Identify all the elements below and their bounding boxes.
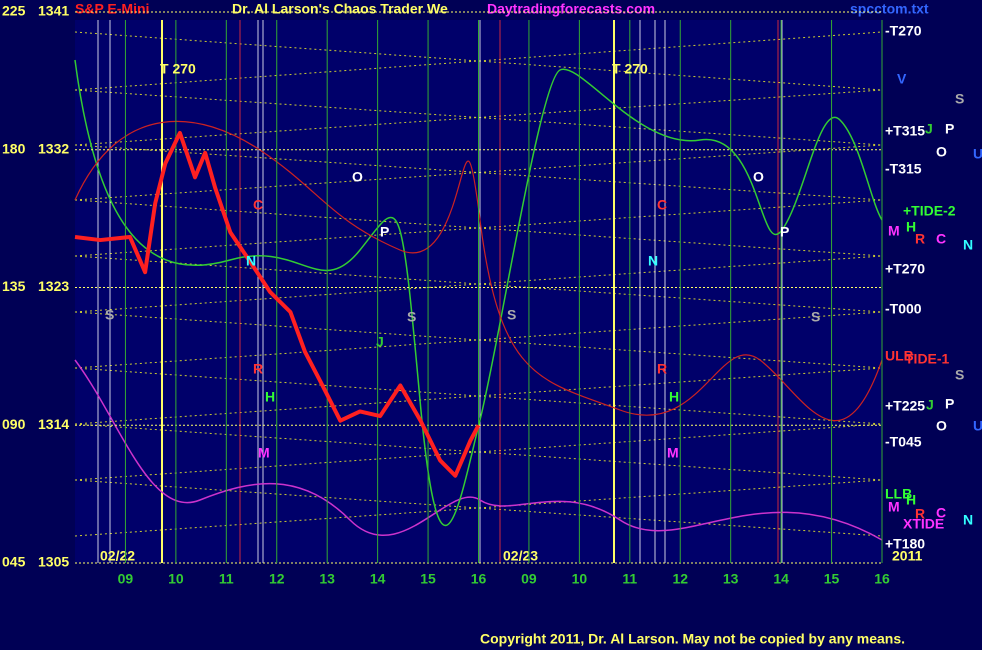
planet-marker: N <box>963 237 973 253</box>
site: Daytradingforecasts.com <box>487 1 655 17</box>
level-label: -T270 <box>885 23 922 39</box>
planet-marker: P <box>945 121 954 137</box>
plot-label: C <box>657 197 667 213</box>
plot-label: C <box>253 197 263 213</box>
plot-label: S <box>811 309 820 325</box>
planet-marker: H <box>906 492 916 508</box>
x-tick-label: 10 <box>168 571 184 587</box>
x-tick-label: 16 <box>874 571 890 587</box>
plot-label: P <box>780 224 789 240</box>
y-angle-label: 180 <box>2 140 26 156</box>
level-label: -T045 <box>885 434 922 450</box>
plot-label: R <box>657 361 667 377</box>
y-angle-label: 045 <box>2 554 26 570</box>
plot-label: H <box>669 389 679 405</box>
x-tick-label: 11 <box>219 571 234 587</box>
plot-label: N <box>648 253 658 269</box>
level-label: -T000 <box>885 301 922 317</box>
x-tick-label: 09 <box>521 571 537 587</box>
y-tick-label: 1305 <box>38 554 69 570</box>
plot-label: N <box>246 253 256 269</box>
x-tick-label: 10 <box>572 571 588 587</box>
plot-label: M <box>667 445 679 461</box>
x-tick-label: 13 <box>319 571 335 587</box>
y-tick-label: 1332 <box>38 140 69 156</box>
level-label: +TIDE-2 <box>903 203 956 219</box>
planet-marker: M <box>888 499 900 515</box>
header: Dr. Al Larson's Chaos Trader We <box>232 1 448 17</box>
copyright: Copyright 2011, Dr. Al Larson. May not b… <box>480 631 905 647</box>
x-tick-label: 09 <box>118 571 134 587</box>
planet-marker: U <box>973 146 982 162</box>
planet-marker: S <box>955 91 964 107</box>
x-tick-label: 11 <box>622 571 637 587</box>
planet-marker: R <box>915 231 925 247</box>
plot-label: O <box>753 169 764 185</box>
x-tick-label: 15 <box>824 571 840 587</box>
y-angle-label: 090 <box>2 416 26 432</box>
year-label: 2011 <box>892 548 923 564</box>
planet-marker: H <box>906 219 916 235</box>
level-label: -T315 <box>885 161 922 177</box>
plot-label: H <box>265 389 275 405</box>
planet-marker: C <box>936 231 946 247</box>
y-tick-label: 1341 <box>38 3 69 19</box>
level-label: LLB <box>885 486 912 502</box>
plot-label: S <box>507 307 516 323</box>
level-label: +T270 <box>885 261 925 277</box>
file-name: spcctom.txt <box>850 1 929 17</box>
planet-marker: S <box>955 367 964 383</box>
forecast-line <box>74 59 883 527</box>
planet-marker: C <box>936 505 946 521</box>
x-tick-label: 14 <box>773 571 789 587</box>
plot-label: P <box>380 224 389 240</box>
level-label: XTIDE <box>903 516 944 532</box>
plot-label: R <box>253 361 263 377</box>
planet-marker: J <box>926 397 934 413</box>
planet-marker: N <box>963 512 973 528</box>
plot-label: S <box>407 309 416 325</box>
planet-marker: V <box>897 71 907 87</box>
chart-title: S&P E-Mini <box>75 1 149 17</box>
decorations <box>74 20 883 563</box>
planet-marker: M <box>888 223 900 239</box>
y-angle-label: 225 <box>2 3 26 19</box>
x-tick-label: 14 <box>370 571 386 587</box>
level-label: +T225 <box>885 398 925 414</box>
level-label: ULB <box>885 348 914 364</box>
planet-marker: U <box>973 418 982 434</box>
y-angle-label: 135 <box>2 278 26 294</box>
planet-marker: O <box>936 418 947 434</box>
level-label: +T315 <box>885 123 925 139</box>
planet-marker: J <box>925 121 933 137</box>
plot-label: T 270 <box>612 61 648 77</box>
cycle-line <box>74 359 883 541</box>
plot-label: J <box>376 334 384 350</box>
level-label: +T180 <box>885 536 925 552</box>
plot-label: T 270 <box>160 61 196 77</box>
y-tick-label: 1323 <box>38 278 69 294</box>
date-label: 02/22 <box>100 548 135 564</box>
price-line <box>74 130 481 478</box>
x-tick-label: 15 <box>420 571 436 587</box>
x-tick-label: 12 <box>672 571 688 587</box>
planet-marker: O <box>936 144 947 160</box>
plot-label: M <box>258 445 270 461</box>
level-label: TIDE-1 <box>905 351 950 367</box>
plot-label: O <box>352 169 363 185</box>
planet-marker: R <box>915 506 925 522</box>
plot-label: S <box>105 307 114 323</box>
date-label: 02/23 <box>503 548 538 564</box>
planet-marker: P <box>945 396 954 412</box>
x-tick-label: 13 <box>723 571 739 587</box>
x-tick-label: 12 <box>269 571 285 587</box>
y-tick-label: 1314 <box>38 416 69 432</box>
x-tick-label: 16 <box>471 571 487 587</box>
